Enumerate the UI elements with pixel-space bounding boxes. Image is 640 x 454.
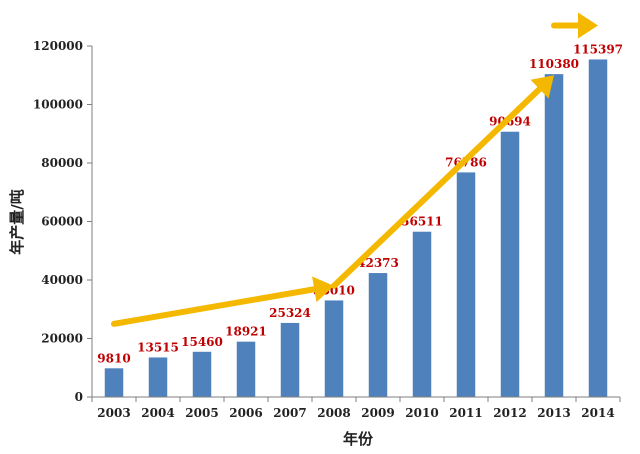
y-tick-label: 120000 [33, 39, 83, 53]
data-label: 9810 [97, 351, 130, 365]
bar [192, 351, 212, 397]
y-tick-label: 100000 [33, 98, 83, 112]
data-label: 56511 [401, 215, 443, 229]
bar [368, 273, 388, 397]
data-label: 42373 [357, 256, 399, 270]
x-axis-ticks: 2003 2004 2005 2006 2007 2008 2009 2010 2011 2012… [97, 406, 614, 420]
bar [544, 74, 564, 398]
x-tick-label: 2014 [581, 406, 614, 420]
bar [456, 172, 476, 397]
x-tick-label: 2007 [273, 406, 306, 420]
trend-arrow-shaft [331, 86, 543, 289]
data-label: 25324 [269, 306, 311, 320]
x-tick-label: 2009 [361, 406, 394, 420]
x-tick-label: 2003 [97, 406, 130, 420]
trend-arrow-head [578, 12, 598, 39]
bars [104, 59, 608, 398]
data-label: 110380 [529, 57, 579, 71]
bar [280, 322, 300, 397]
y-tick-label: 80000 [41, 156, 83, 170]
data-labels: 9810135151546018921253243301042373565117… [97, 42, 623, 365]
x-tick-label: 2013 [537, 406, 570, 420]
trend-arrow-head [312, 276, 334, 303]
y-tick-label: 60000 [41, 215, 83, 229]
data-label: 15460 [181, 335, 223, 349]
trend-arrow-shaft [111, 286, 318, 327]
x-tick-label: 2012 [493, 406, 526, 420]
data-label: 115397 [573, 42, 623, 56]
bar [324, 300, 344, 397]
trend-arrow-head [530, 75, 554, 99]
axes [91, 46, 621, 402]
data-label: 13515 [137, 340, 179, 354]
bar [148, 357, 168, 397]
x-tick-label: 2005 [185, 406, 218, 420]
x-axis-title: 年份 [343, 430, 374, 448]
y-tick-label: 0 [75, 390, 83, 404]
y-tick-label: 40000 [41, 273, 83, 287]
data-label: 18921 [225, 325, 267, 339]
bar [500, 131, 520, 398]
bar [236, 341, 256, 397]
y-axis-title: 年产量/吨 [8, 189, 26, 254]
bar [588, 59, 608, 397]
bar [104, 368, 124, 397]
x-tick-label: 2011 [449, 406, 482, 420]
bar [412, 231, 432, 397]
x-tick-label: 2010 [405, 406, 438, 420]
y-axis-ticks: 0 20000 40000 60000 80000 100000 120000 [33, 39, 92, 404]
x-tick-label: 2004 [141, 406, 174, 420]
x-tick-label: 2006 [229, 406, 262, 420]
x-tick-label: 2008 [317, 406, 350, 420]
trend-arrows [111, 12, 598, 327]
y-tick-label: 20000 [41, 332, 83, 346]
